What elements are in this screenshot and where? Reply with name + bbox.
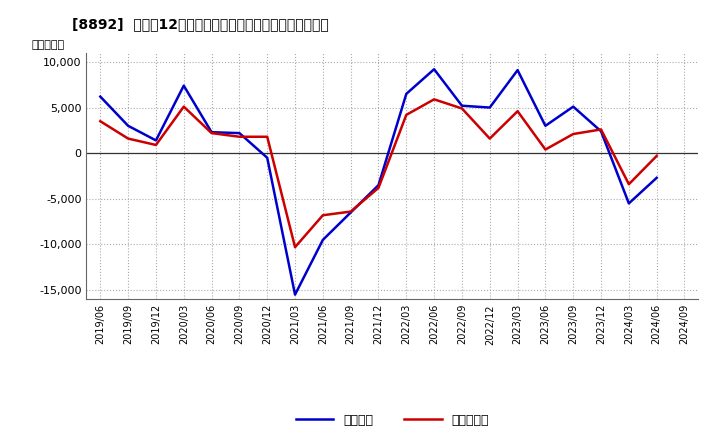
当期純利益: [179, 104, 188, 109]
経常利益: [263, 155, 271, 161]
当期純利益: [263, 134, 271, 139]
当期純利益: [652, 153, 661, 158]
Line: 当期純利益: 当期純利益: [100, 99, 657, 247]
経常利益: [96, 94, 104, 99]
経常利益: [152, 138, 161, 143]
当期純利益: [291, 245, 300, 250]
当期純利益: [152, 142, 161, 147]
経常利益: [124, 123, 132, 128]
Text: （百万円）: （百万円）: [31, 40, 65, 50]
当期純利益: [124, 136, 132, 141]
経常利益: [346, 210, 355, 215]
経常利益: [597, 128, 606, 134]
経常利益: [624, 201, 633, 206]
当期純利益: [624, 182, 633, 187]
当期純利益: [346, 209, 355, 214]
Text: [8892]  利益だ12か月移動合計の対前年同期増減額の推移: [8892] 利益だ12か月移動合計の対前年同期増減額の推移: [72, 18, 329, 32]
当期純利益: [374, 185, 383, 191]
経常利益: [207, 129, 216, 135]
経常利益: [541, 123, 550, 128]
当期純利益: [569, 132, 577, 137]
当期純利益: [318, 213, 327, 218]
Legend: 経常利益, 当期純利益: 経常利益, 当期純利益: [291, 409, 494, 432]
経常利益: [402, 91, 410, 96]
経常利益: [485, 105, 494, 110]
経常利益: [430, 66, 438, 72]
Line: 経常利益: 経常利益: [100, 69, 657, 295]
経常利益: [569, 104, 577, 109]
当期純利益: [402, 112, 410, 117]
当期純利益: [597, 127, 606, 132]
経常利益: [374, 183, 383, 188]
当期純利益: [430, 97, 438, 102]
経常利益: [318, 237, 327, 242]
経常利益: [513, 67, 522, 73]
経常利益: [179, 83, 188, 88]
経常利益: [235, 131, 243, 136]
経常利益: [458, 103, 467, 108]
当期純利益: [96, 119, 104, 124]
当期純利益: [485, 136, 494, 141]
当期純利益: [207, 131, 216, 136]
経常利益: [652, 175, 661, 180]
当期純利益: [541, 147, 550, 152]
当期純利益: [513, 109, 522, 114]
当期純利益: [458, 106, 467, 111]
当期純利益: [235, 134, 243, 139]
経常利益: [291, 292, 300, 297]
